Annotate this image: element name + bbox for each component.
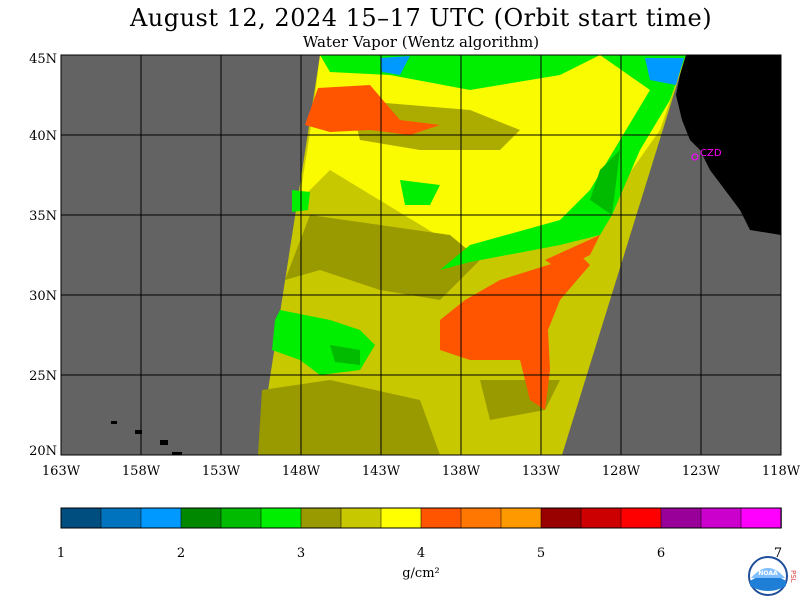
noaa-logo: NOAA [748,556,788,596]
colorbar-swatch [540,507,582,529]
lon-label: 148W [282,464,321,479]
colorbar-swatch [220,507,262,529]
colorbar-tick-label: 5 [537,546,545,561]
colorbar-swatch [620,507,662,529]
colorbar-swatch [460,507,502,529]
colorbar-swatch [580,507,622,529]
map-subtitle: Water Vapor (Wentz algorithm) [302,33,540,51]
map-grid [61,55,781,455]
colorbar-swatch [660,507,702,529]
colorbar-swatch [420,507,462,529]
lon-label: 123W [682,464,721,479]
lat-label: 45N [29,52,57,67]
lat-label: 35N [29,209,57,224]
lon-label: 138W [442,464,481,479]
lon-label: 118W [762,464,800,479]
colorbar-frame [60,507,782,529]
colorbar [60,507,782,529]
map-frame [60,54,782,456]
map-title: August 12, 2024 15–17 UTC (Orbit start t… [129,4,713,32]
station-label: CZD [700,148,722,159]
colorbar-unit-label: g/cm² [402,566,440,581]
colorbar-tick-label: 4 [417,546,425,561]
water-vapor-swath [258,55,686,455]
lon-label: 158W [122,464,161,479]
colorbar-swatch [100,507,142,529]
colorbar-tick-label: 7 [774,546,782,561]
colorbar-tick-label: 2 [177,546,185,561]
lon-label: 153W [202,464,241,479]
colorbar-tick-label: 6 [657,546,665,561]
colorbar-swatch [60,507,102,529]
lon-label: 133W [522,464,561,479]
colorbar-tick-label: 1 [57,546,65,561]
coastline-land [676,55,781,235]
hawaiian-islands [111,421,182,455]
colorbar-swatch [700,507,742,529]
colorbar-swatch [740,507,782,529]
colorbar-swatch [140,507,182,529]
colorbar-swatch [300,507,342,529]
logo-text: NOAA [758,570,778,577]
lat-label: 40N [29,129,57,144]
lon-label: 143W [362,464,401,479]
lat-label: 25N [29,369,57,384]
colorbar-swatch [500,507,542,529]
lon-label: 163W [42,464,81,479]
lat-label: 30N [29,289,57,304]
colorbar-swatch [180,507,222,529]
colorbar-tick-label: 3 [297,546,305,561]
colorbar-swatch [260,507,302,529]
station-marker: CZD [691,148,722,161]
lat-label: 20N [29,444,57,459]
lon-label: 128W [602,464,641,479]
psl-text: PSL [789,570,797,583]
colorbar-swatch [340,507,382,529]
colorbar-swatch [380,507,422,529]
